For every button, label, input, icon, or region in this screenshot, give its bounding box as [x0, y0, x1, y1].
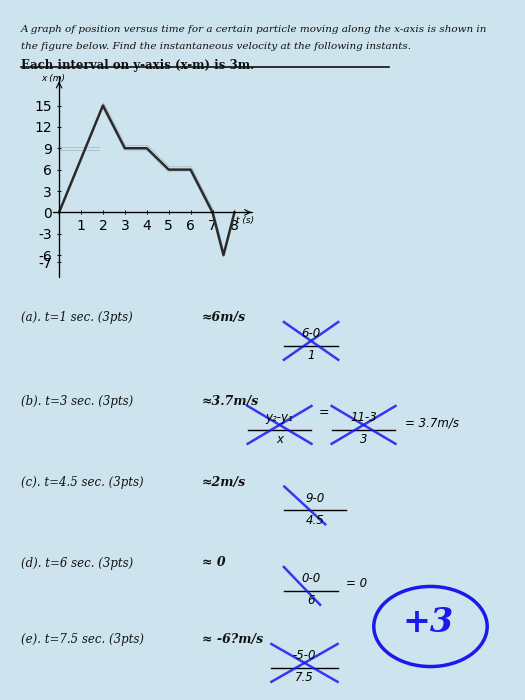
Text: ≈2m/s: ≈2m/s	[202, 476, 246, 489]
Text: 4.5: 4.5	[306, 514, 324, 527]
Text: x: x	[276, 433, 283, 447]
Text: = 3.7m/s: = 3.7m/s	[405, 416, 459, 429]
Text: ≈ 0: ≈ 0	[202, 556, 226, 570]
Text: (e). t=7.5 sec. (3pts): (e). t=7.5 sec. (3pts)	[21, 634, 144, 647]
Text: 0-0: 0-0	[301, 573, 321, 585]
Text: +3: +3	[402, 606, 454, 639]
Text: (b). t=3 sec. (3pts): (b). t=3 sec. (3pts)	[21, 395, 133, 409]
Text: = 0: = 0	[346, 578, 367, 590]
Text: ≈3.7m/s: ≈3.7m/s	[202, 395, 259, 409]
Text: 6-0: 6-0	[301, 328, 321, 340]
Text: ≈ -6?m/s: ≈ -6?m/s	[202, 634, 263, 647]
Text: ≈6m/s: ≈6m/s	[202, 312, 246, 325]
Text: (a). t=1 sec. (3pts): (a). t=1 sec. (3pts)	[21, 312, 133, 325]
Text: 7.5: 7.5	[295, 671, 314, 685]
Text: 9-0: 9-0	[306, 492, 324, 505]
Text: 3: 3	[360, 433, 367, 447]
Text: -5-0: -5-0	[293, 650, 316, 662]
Text: (d). t=6 sec. (3pts): (d). t=6 sec. (3pts)	[21, 556, 133, 570]
Text: =: =	[319, 407, 329, 419]
Text: Each interval on y-axis (x-m) is 3m.: Each interval on y-axis (x-m) is 3m.	[21, 60, 254, 73]
Text: y₂-y₁: y₂-y₁	[266, 412, 293, 424]
Text: (c). t=4.5 sec. (3pts): (c). t=4.5 sec. (3pts)	[21, 476, 144, 489]
Text: 6: 6	[307, 594, 315, 608]
Text: the figure below. Find the instantaneous velocity at the following instants.: the figure below. Find the instantaneous…	[21, 42, 411, 51]
Text: A graph of position versus time for a certain particle moving along the x-axis i: A graph of position versus time for a ce…	[21, 25, 487, 34]
Text: 1: 1	[307, 349, 315, 363]
Text: t (s): t (s)	[236, 216, 254, 225]
Text: 11-3: 11-3	[350, 412, 377, 424]
Text: x (m): x (m)	[41, 74, 66, 83]
